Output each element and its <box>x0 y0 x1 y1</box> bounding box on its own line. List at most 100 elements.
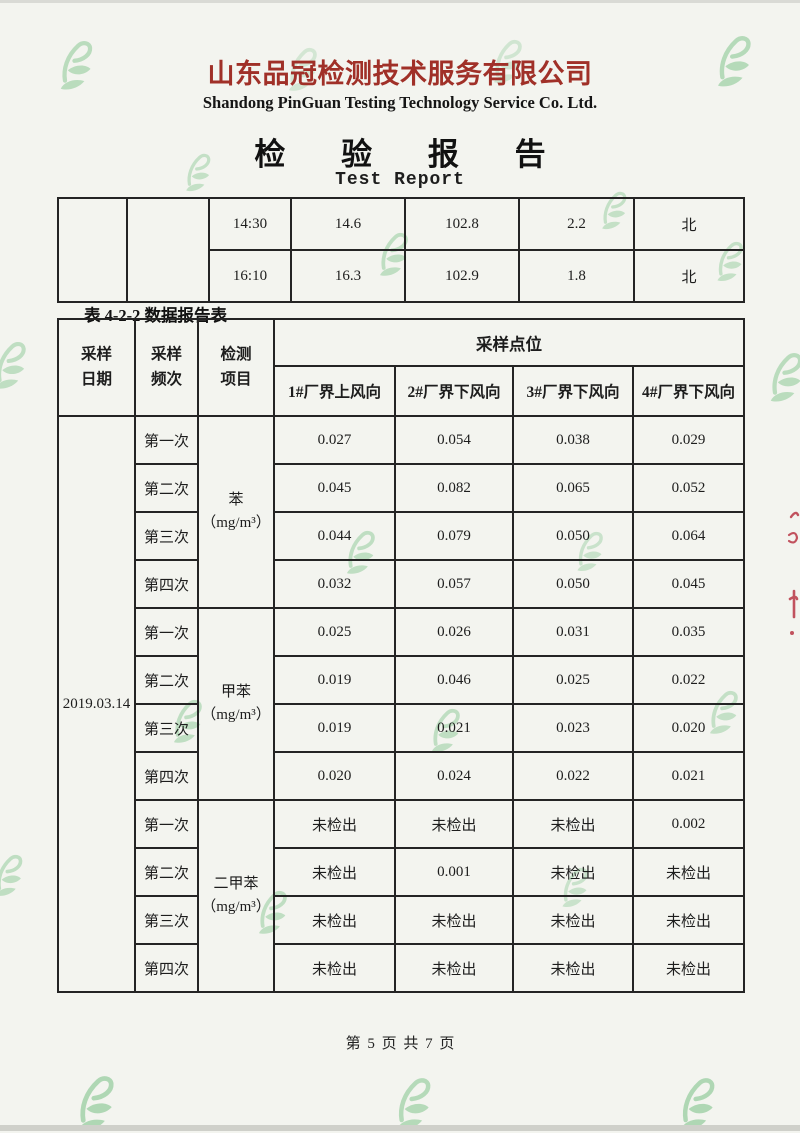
frequency-cell: 第一次 <box>135 800 198 848</box>
pinguan-leaf-logo-watermark <box>0 341 27 391</box>
table-row: 2019.03.14 第一次 苯 （mg/m³） 0.027 0.054 0.0… <box>58 416 744 464</box>
header-test-item: 检测 项目 <box>198 319 274 416</box>
company-name-english: Shandong PinGuan Testing Technology Serv… <box>0 93 800 113</box>
table-row: 第一次 甲苯 （mg/m³） 0.025 0.026 0.031 0.035 <box>58 608 744 656</box>
header-point-2: 2#厂界下风向 <box>395 366 513 416</box>
value-cell: 0.046 <box>395 656 513 704</box>
frequency-cell: 第一次 <box>135 416 198 464</box>
time-cell: 16:10 <box>209 250 291 302</box>
value-cell: 0.050 <box>513 512 633 560</box>
frequency-cell: 第三次 <box>135 512 198 560</box>
value-cell: 未检出 <box>274 896 395 944</box>
table-row: 第四次 未检出 未检出 未检出 未检出 <box>58 944 744 992</box>
temperature-cell: 14.6 <box>291 198 405 250</box>
value-cell: 未检出 <box>513 800 633 848</box>
wind-direction-cell: 北 <box>634 250 744 302</box>
value-cell: 0.020 <box>633 704 744 752</box>
frequency-cell: 第四次 <box>135 944 198 992</box>
pinguan-leaf-logo-watermark <box>764 352 800 404</box>
value-cell: 未检出 <box>395 896 513 944</box>
value-cell: 0.021 <box>633 752 744 800</box>
wind-speed-cell: 2.2 <box>519 198 634 250</box>
table-row: 第二次 未检出 0.001 未检出 未检出 <box>58 848 744 896</box>
value-cell: 未检出 <box>274 848 395 896</box>
time-cell: 14:30 <box>209 198 291 250</box>
table-row: 第二次 0.045 0.082 0.065 0.052 <box>58 464 744 512</box>
value-cell: 0.022 <box>633 656 744 704</box>
value-cell: 0.045 <box>633 560 744 608</box>
value-cell: 未检出 <box>633 848 744 896</box>
value-cell: 0.057 <box>395 560 513 608</box>
value-cell: 未检出 <box>274 944 395 992</box>
value-cell: 0.025 <box>274 608 395 656</box>
value-cell: 0.064 <box>633 512 744 560</box>
value-cell: 0.019 <box>274 656 395 704</box>
test-item-cell: 二甲苯 （mg/m³） <box>198 800 274 992</box>
frequency-cell: 第三次 <box>135 896 198 944</box>
pinguan-leaf-logo-watermark <box>674 1077 715 1132</box>
value-cell: 0.032 <box>274 560 395 608</box>
table-row: 第三次 0.044 0.079 0.050 0.064 <box>58 512 744 560</box>
value-cell: 0.044 <box>274 512 395 560</box>
test-item-cell: 甲苯 （mg/m³） <box>198 608 274 800</box>
pinguan-leaf-logo-watermark <box>0 854 23 898</box>
value-cell: 0.021 <box>395 704 513 752</box>
weather-data-continuation-table: 14:30 14.6 102.8 2.2 北 16:10 16.3 102.9 … <box>57 197 745 303</box>
frequency-cell: 第二次 <box>135 656 198 704</box>
table-row: 第四次 0.020 0.024 0.022 0.021 <box>58 752 744 800</box>
header-point-1: 1#厂界上风向 <box>274 366 395 416</box>
report-title-chinese: 检 验 报 告 <box>0 129 800 174</box>
value-cell: 0.020 <box>274 752 395 800</box>
value-cell: 0.029 <box>633 416 744 464</box>
table-row: 第一次 二甲苯 （mg/m³） 未检出 未检出 未检出 0.002 <box>58 800 744 848</box>
frequency-cell: 第一次 <box>135 608 198 656</box>
value-cell: 0.002 <box>633 800 744 848</box>
pressure-cell: 102.9 <box>405 250 519 302</box>
value-cell: 未检出 <box>513 896 633 944</box>
value-cell: 0.031 <box>513 608 633 656</box>
value-cell: 0.065 <box>513 464 633 512</box>
value-cell: 未检出 <box>274 800 395 848</box>
frequency-cell: 第四次 <box>135 560 198 608</box>
header-sample-date: 采样 日期 <box>58 319 135 416</box>
value-cell: 未检出 <box>633 944 744 992</box>
frequency-cell: 第二次 <box>135 848 198 896</box>
value-cell: 0.024 <box>395 752 513 800</box>
table-row: 第二次 0.019 0.046 0.025 0.022 <box>58 656 744 704</box>
report-title-english: Test Report <box>0 170 800 190</box>
wind-direction-cell: 北 <box>634 198 744 250</box>
page-number: 第 5 页 共 7 页 <box>0 1032 800 1053</box>
test-item-cell: 苯 （mg/m³） <box>198 416 274 608</box>
table-row: 第四次 0.032 0.057 0.050 0.045 <box>58 560 744 608</box>
temperature-cell: 16.3 <box>291 250 405 302</box>
header-point-3: 3#厂界下风向 <box>513 366 633 416</box>
header-sample-frequency: 采样 频次 <box>135 319 198 416</box>
value-cell: 0.082 <box>395 464 513 512</box>
value-cell: 未检出 <box>395 800 513 848</box>
data-report-table: 采样 日期 采样 频次 检测 项目 采样点位 1#厂界上风向 2#厂界下风向 3… <box>57 318 745 993</box>
value-cell: 0.001 <box>395 848 513 896</box>
pinguan-leaf-logo-watermark <box>390 1077 431 1132</box>
value-cell: 未检出 <box>633 896 744 944</box>
scan-edge-top <box>0 0 800 3</box>
value-cell: 0.035 <box>633 608 744 656</box>
table-row: 第三次 0.019 0.021 0.023 0.020 <box>58 704 744 752</box>
value-cell: 0.026 <box>395 608 513 656</box>
company-name-chinese: 山东品冠检测技术服务有限公司 <box>0 52 800 91</box>
scan-edge-bottom <box>0 1125 800 1131</box>
header-row: 采样 日期 采样 频次 检测 项目 采样点位 <box>58 319 744 366</box>
empty-cell <box>58 198 127 302</box>
value-cell: 未检出 <box>513 944 633 992</box>
header-sampling-points-group: 采样点位 <box>274 319 744 366</box>
value-cell: 0.023 <box>513 704 633 752</box>
header-point-4: 4#厂界下风向 <box>633 366 744 416</box>
value-cell: 0.054 <box>395 416 513 464</box>
table-row: 14:30 14.6 102.8 2.2 北 <box>58 198 744 250</box>
value-cell: 未检出 <box>513 848 633 896</box>
value-cell: 0.079 <box>395 512 513 560</box>
sample-date-cell: 2019.03.14 <box>58 416 135 992</box>
value-cell: 0.050 <box>513 560 633 608</box>
empty-cell <box>127 198 209 302</box>
frequency-cell: 第二次 <box>135 464 198 512</box>
value-cell: 0.025 <box>513 656 633 704</box>
